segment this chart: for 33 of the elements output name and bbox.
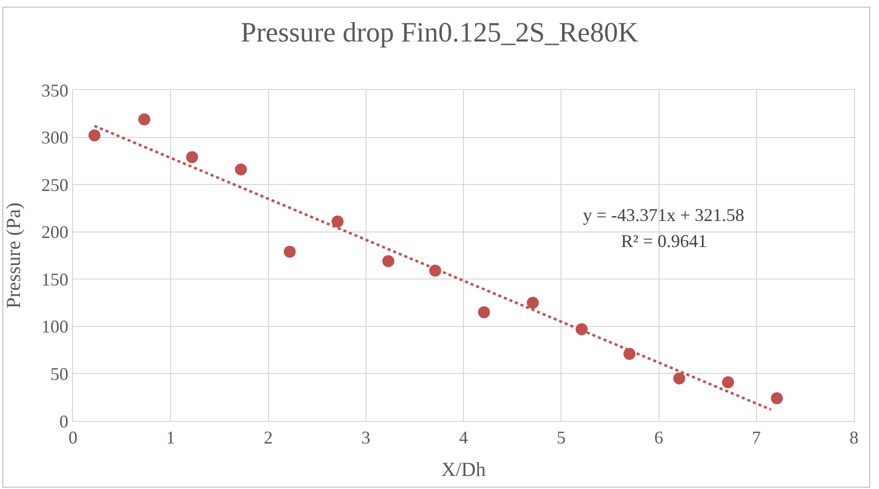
y-tick-label: 300 <box>41 128 68 148</box>
x-tick-label: 5 <box>556 428 566 448</box>
point <box>284 246 296 258</box>
point <box>186 151 198 164</box>
x-tick-label: 6 <box>654 428 664 448</box>
x-tick-label: 7 <box>752 428 761 448</box>
point <box>332 215 344 228</box>
point <box>88 129 100 142</box>
x-tick-label: 4 <box>459 428 468 448</box>
y-tick-label: 0 <box>59 411 68 432</box>
point <box>526 296 539 309</box>
x-tick-label: 8 <box>850 428 858 448</box>
annotation: y = -43.371x + 321.58 <box>583 205 744 225</box>
y-tick-label: 350 <box>41 80 68 100</box>
x-tick-label: 3 <box>361 428 370 448</box>
y-tick-label: 50 <box>50 364 68 384</box>
y-tick-label: 250 <box>41 174 68 195</box>
point <box>138 113 150 126</box>
point <box>478 306 490 318</box>
chart-title: Pressure drop Fin0.125_2S_Re80K <box>240 18 638 49</box>
x-tick-label: 2 <box>264 428 273 448</box>
y-tick-label: 100 <box>41 316 68 337</box>
point <box>770 392 783 404</box>
point <box>673 372 686 384</box>
point <box>382 255 394 268</box>
x-tick-label: 1 <box>166 428 176 448</box>
y-tick-label: 200 <box>41 222 68 242</box>
y-tick-label: 150 <box>41 269 68 290</box>
y-axis-title: Pressure (Pa) <box>2 202 25 309</box>
x-axis-title: X/Dh <box>441 459 486 482</box>
annotation: R² = 0.9641 <box>621 231 708 251</box>
point <box>722 376 734 388</box>
point <box>234 163 247 176</box>
